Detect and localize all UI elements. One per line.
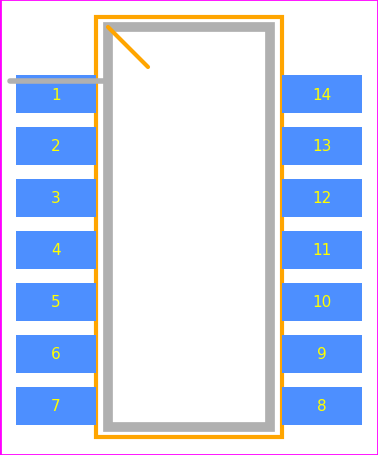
Text: 8: 8 — [317, 399, 327, 414]
Text: 1: 1 — [51, 87, 61, 102]
Bar — [16, 232, 96, 269]
Bar — [282, 180, 362, 217]
Bar — [282, 128, 362, 166]
Text: 2: 2 — [51, 139, 61, 154]
Bar — [108, 28, 270, 427]
Text: 10: 10 — [312, 295, 332, 310]
Bar — [16, 128, 96, 166]
Text: 12: 12 — [312, 191, 332, 206]
Bar — [282, 387, 362, 425]
Text: 7: 7 — [51, 399, 61, 414]
Bar — [16, 180, 96, 217]
Text: 6: 6 — [51, 347, 61, 362]
Text: 4: 4 — [51, 243, 61, 258]
Bar — [282, 76, 362, 114]
Text: 13: 13 — [312, 139, 332, 154]
Text: 14: 14 — [312, 87, 332, 102]
Bar — [16, 76, 96, 114]
Bar — [282, 335, 362, 373]
Bar — [96, 18, 282, 437]
Bar — [16, 387, 96, 425]
Text: 9: 9 — [317, 347, 327, 362]
Text: 3: 3 — [51, 191, 61, 206]
Bar — [282, 232, 362, 269]
Bar — [282, 283, 362, 321]
Text: 5: 5 — [51, 295, 61, 310]
Bar — [16, 335, 96, 373]
Text: 11: 11 — [312, 243, 332, 258]
Bar — [16, 283, 96, 321]
